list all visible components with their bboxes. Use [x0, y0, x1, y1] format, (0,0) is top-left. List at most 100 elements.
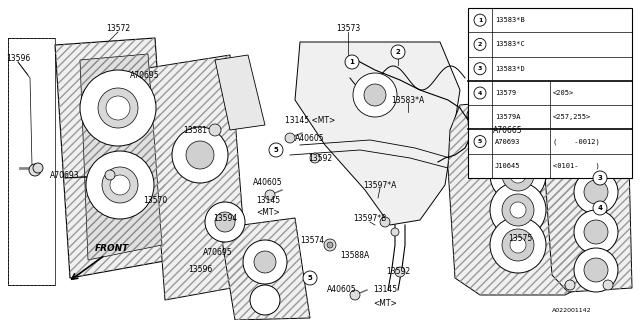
Bar [468, 8, 632, 178]
Circle shape [502, 229, 534, 261]
Polygon shape [80, 54, 162, 260]
Circle shape [574, 130, 618, 174]
Polygon shape [215, 55, 265, 130]
Text: 13583*B: 13583*B [495, 17, 525, 23]
Circle shape [102, 167, 138, 203]
Circle shape [391, 45, 405, 59]
Text: 1: 1 [478, 18, 482, 23]
Text: 13579: 13579 [495, 90, 516, 96]
Text: 13588A: 13588A [340, 251, 370, 260]
Text: 13573: 13573 [336, 23, 360, 33]
Polygon shape [220, 218, 310, 320]
Circle shape [524, 119, 536, 131]
Circle shape [285, 133, 295, 143]
Text: 5: 5 [478, 139, 482, 144]
Text: <0101-    ): <0101- ) [553, 163, 600, 169]
Text: A40605: A40605 [295, 133, 325, 142]
Circle shape [395, 267, 405, 277]
Circle shape [574, 210, 618, 254]
Circle shape [467, 107, 483, 123]
Text: A70665: A70665 [493, 125, 523, 134]
Circle shape [510, 202, 526, 218]
Circle shape [607, 117, 617, 127]
Circle shape [172, 127, 228, 183]
Circle shape [98, 88, 138, 128]
Text: (    -0012): ( -0012) [553, 138, 600, 145]
Circle shape [310, 153, 320, 163]
Polygon shape [295, 42, 460, 225]
Circle shape [502, 159, 534, 191]
Circle shape [186, 141, 214, 169]
Circle shape [502, 194, 534, 226]
Circle shape [327, 242, 333, 248]
Circle shape [584, 140, 608, 164]
Text: A70693: A70693 [495, 139, 520, 145]
Circle shape [584, 220, 608, 244]
Circle shape [205, 202, 245, 242]
Text: 13597*B: 13597*B [353, 213, 387, 222]
Circle shape [254, 251, 276, 273]
Text: 13596: 13596 [6, 53, 30, 62]
Text: 3: 3 [478, 66, 482, 71]
Circle shape [502, 122, 534, 154]
Text: 13572: 13572 [106, 23, 130, 33]
Polygon shape [148, 55, 248, 300]
Circle shape [106, 96, 130, 120]
Text: 4: 4 [478, 91, 482, 95]
Text: 1: 1 [349, 59, 355, 65]
Circle shape [474, 14, 486, 26]
Circle shape [490, 217, 546, 273]
Text: 13583*C: 13583*C [495, 41, 525, 47]
Text: 13145 <MT>: 13145 <MT> [285, 116, 335, 124]
Circle shape [350, 290, 360, 300]
Circle shape [243, 240, 287, 284]
Circle shape [474, 63, 486, 75]
Text: 4: 4 [598, 205, 602, 211]
Text: A70695: A70695 [130, 70, 160, 79]
Text: A40605: A40605 [327, 285, 357, 294]
Text: 13596: 13596 [188, 266, 212, 275]
Text: 13592: 13592 [386, 268, 410, 276]
Text: 13145: 13145 [256, 196, 280, 204]
Text: A70695: A70695 [203, 247, 233, 257]
Circle shape [510, 167, 526, 183]
Circle shape [474, 136, 486, 148]
Circle shape [510, 237, 526, 253]
Text: 13597*A: 13597*A [364, 180, 397, 189]
Polygon shape [448, 98, 585, 295]
Text: 2: 2 [478, 42, 482, 47]
Circle shape [474, 38, 486, 51]
Text: 3: 3 [598, 175, 602, 181]
Circle shape [215, 212, 235, 232]
Circle shape [250, 285, 280, 315]
Text: 13570: 13570 [143, 196, 167, 204]
Circle shape [86, 151, 154, 219]
Text: 5: 5 [274, 147, 278, 153]
Circle shape [584, 258, 608, 282]
Polygon shape [545, 112, 632, 292]
Circle shape [603, 280, 613, 290]
Text: A70693: A70693 [50, 171, 80, 180]
Text: 13581: 13581 [183, 125, 207, 134]
Text: 13145: 13145 [373, 285, 397, 294]
Circle shape [490, 182, 546, 238]
Circle shape [593, 171, 607, 185]
Circle shape [490, 110, 546, 166]
Circle shape [265, 190, 275, 200]
Circle shape [474, 87, 486, 99]
Circle shape [303, 271, 317, 285]
Circle shape [353, 73, 397, 117]
Text: FRONT: FRONT [95, 244, 129, 252]
Circle shape [209, 124, 221, 136]
Circle shape [490, 147, 546, 203]
Text: 13583*A: 13583*A [392, 95, 424, 105]
Text: 13579A: 13579A [495, 114, 520, 120]
Text: 5: 5 [308, 275, 312, 281]
Text: <205>: <205> [553, 90, 574, 96]
Circle shape [570, 113, 580, 123]
Circle shape [324, 239, 336, 251]
Circle shape [593, 201, 607, 215]
Circle shape [584, 180, 608, 204]
Circle shape [565, 280, 575, 290]
Text: A022001142: A022001142 [552, 308, 592, 313]
